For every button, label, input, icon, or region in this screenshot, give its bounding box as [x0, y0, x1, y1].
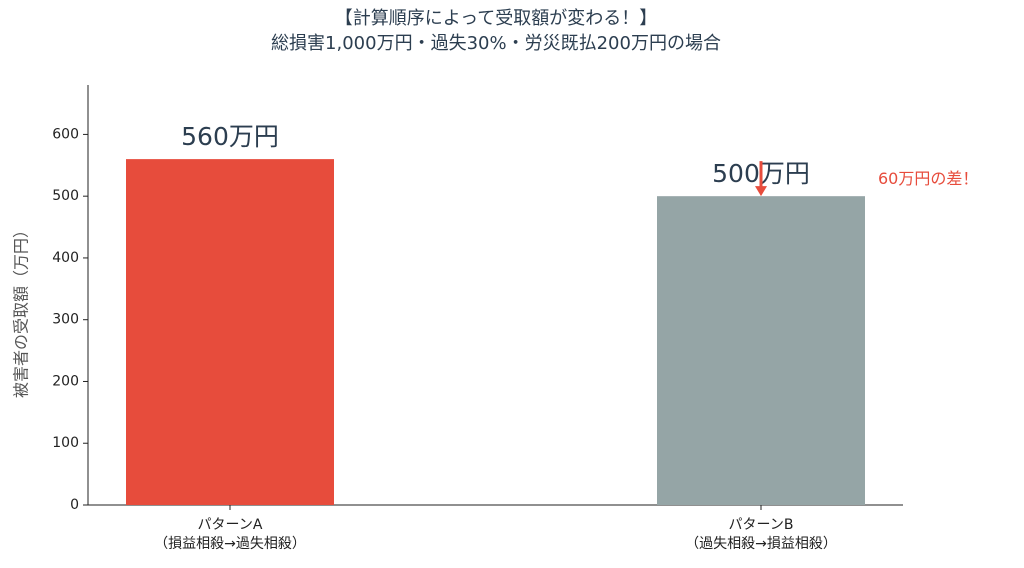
y-tick-label: 300: [52, 312, 79, 328]
y-tick-label: 500: [52, 188, 79, 204]
y-tick-label: 600: [52, 126, 79, 142]
y-tick-label: 100: [52, 435, 79, 451]
x-tick-label: パターンB （過失相殺→損益相殺）: [685, 517, 837, 552]
annotation: 60万円の差！: [878, 169, 978, 188]
y-tick-label: 200: [52, 373, 79, 389]
bar: [126, 159, 334, 505]
y-axis-label: 被害者の受取額（万円）: [12, 222, 31, 398]
difference-arrowhead: [755, 186, 767, 197]
y-tick-label: 400: [52, 250, 79, 266]
y-tick-label: 0: [70, 497, 79, 513]
bar: [657, 196, 865, 506]
value-label: 560万円: [181, 122, 279, 151]
chart-title: 【計算順序によって受取額が変わる！】 総損害1,000万円・過失30%・労災既払…: [271, 8, 721, 54]
x-tick-label: パターンA （損益相殺→過失相殺）: [154, 517, 306, 552]
